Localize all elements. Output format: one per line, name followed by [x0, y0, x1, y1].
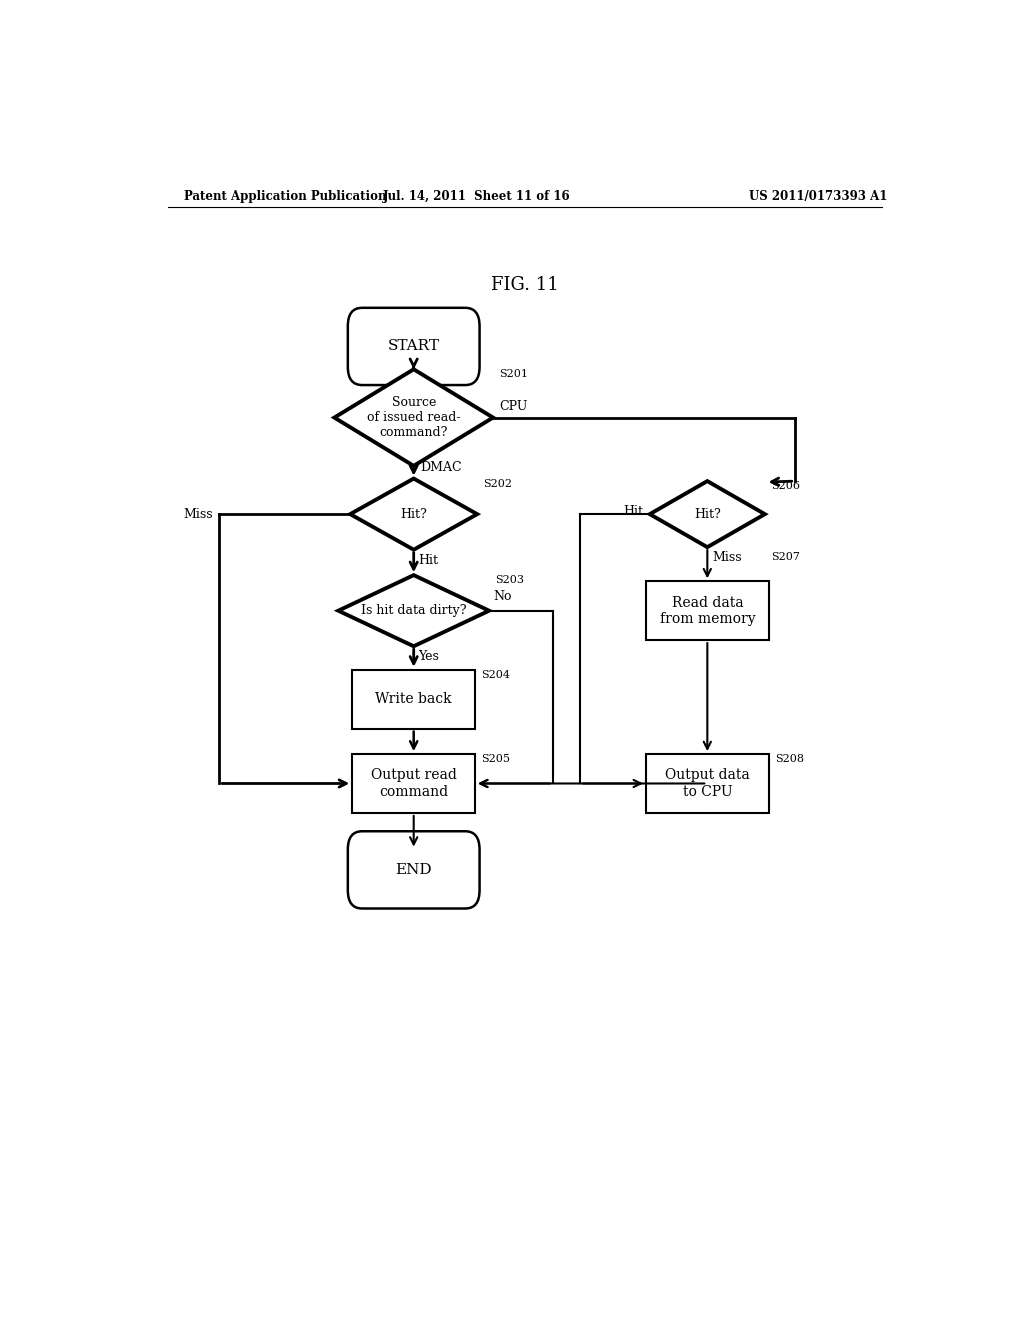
Polygon shape [334, 370, 494, 466]
Text: CPU: CPU [500, 400, 527, 412]
Polygon shape [350, 479, 477, 549]
Text: Patent Application Publication: Patent Application Publication [183, 190, 386, 202]
Text: Is hit data dirty?: Is hit data dirty? [360, 605, 467, 618]
Text: S203: S203 [496, 576, 524, 585]
Text: S206: S206 [771, 480, 800, 491]
Text: START: START [388, 339, 439, 354]
Text: US 2011/0173393 A1: US 2011/0173393 A1 [750, 190, 888, 202]
Bar [646, 754, 769, 813]
Text: Hit: Hit [624, 504, 643, 517]
Text: Jul. 14, 2011  Sheet 11 of 16: Jul. 14, 2011 Sheet 11 of 16 [383, 190, 571, 202]
Text: FIG. 11: FIG. 11 [490, 276, 559, 294]
Text: Miss: Miss [712, 552, 741, 564]
Text: Miss: Miss [183, 508, 213, 520]
Polygon shape [338, 576, 489, 647]
Text: END: END [395, 863, 432, 876]
Text: Source
of issued read-
command?: Source of issued read- command? [367, 396, 461, 440]
Bar [646, 581, 769, 640]
Bar [352, 754, 475, 813]
Text: S202: S202 [483, 479, 513, 488]
Text: Output read
command: Output read command [371, 768, 457, 799]
Text: S207: S207 [771, 552, 800, 562]
Text: Output data
to CPU: Output data to CPU [665, 768, 750, 799]
Text: S205: S205 [481, 754, 511, 764]
Text: Hit: Hit [419, 554, 438, 566]
FancyBboxPatch shape [348, 308, 479, 385]
Text: DMAC: DMAC [420, 461, 462, 474]
Text: S208: S208 [775, 754, 804, 764]
Text: Hit?: Hit? [400, 508, 427, 520]
Text: Read data
from memory: Read data from memory [659, 595, 755, 626]
Text: Hit?: Hit? [694, 508, 721, 520]
FancyBboxPatch shape [348, 832, 479, 908]
Polygon shape [650, 480, 765, 548]
Text: Write back: Write back [376, 692, 452, 706]
Text: S201: S201 [500, 370, 528, 379]
Bar [352, 669, 475, 729]
Text: Yes: Yes [419, 651, 439, 664]
Text: S204: S204 [481, 669, 511, 680]
Text: No: No [494, 590, 512, 602]
